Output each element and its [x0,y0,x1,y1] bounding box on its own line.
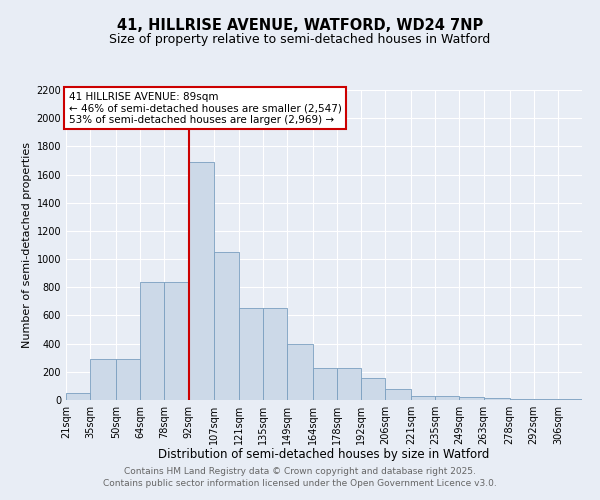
Bar [460,397,484,400]
Text: 41, HILLRISE AVENUE, WATFORD, WD24 7NP: 41, HILLRISE AVENUE, WATFORD, WD24 7NP [117,18,483,32]
Bar [188,162,214,400]
Bar [337,368,361,400]
Bar [140,282,164,400]
Bar [90,359,116,400]
Bar [287,344,313,400]
Bar [436,396,460,400]
Bar [484,398,509,400]
Y-axis label: Number of semi-detached properties: Number of semi-detached properties [22,142,32,348]
Bar [66,393,90,400]
Bar [214,252,239,400]
Text: Size of property relative to semi-detached houses in Watford: Size of property relative to semi-detach… [109,32,491,46]
Bar [116,359,140,400]
Bar [164,282,188,400]
Bar [411,396,436,400]
Bar [239,308,263,400]
Bar [361,378,385,400]
X-axis label: Distribution of semi-detached houses by size in Watford: Distribution of semi-detached houses by … [158,448,490,462]
Bar [558,398,582,400]
Text: Contains HM Land Registry data © Crown copyright and database right 2025.
Contai: Contains HM Land Registry data © Crown c… [103,466,497,487]
Bar [385,390,411,400]
Bar [263,308,287,400]
Bar [313,368,337,400]
Text: 41 HILLRISE AVENUE: 89sqm
← 46% of semi-detached houses are smaller (2,547)
53% : 41 HILLRISE AVENUE: 89sqm ← 46% of semi-… [68,92,341,124]
